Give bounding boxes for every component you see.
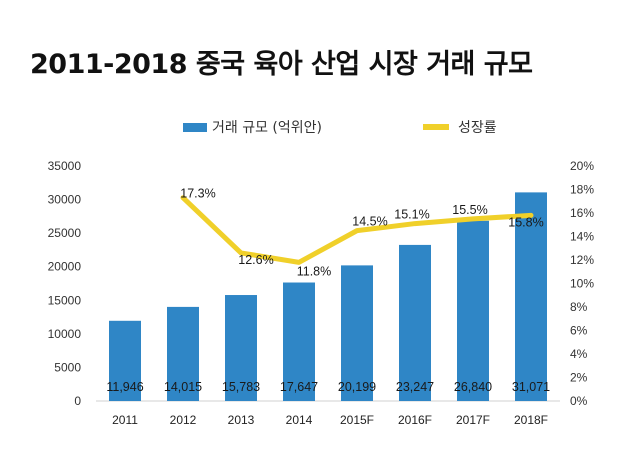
growth-value-label: 15.8% [508, 215, 543, 229]
bar [399, 244, 431, 401]
y2-tick-label: 4% [570, 347, 588, 361]
x-tick-label: 2014 [286, 413, 313, 427]
legend-label-growth: 성장률 [458, 120, 497, 136]
y-tick-label: 25000 [48, 226, 82, 240]
bar [341, 265, 373, 401]
y-tick-label: 20000 [48, 260, 82, 274]
y2-tick-label: 20% [570, 159, 594, 173]
y-tick-label: 15000 [48, 293, 82, 307]
growth-value-label: 17.3% [180, 187, 215, 201]
bar [283, 282, 315, 401]
y2-tick-label: 18% [570, 183, 594, 197]
y2-tick-label: 10% [570, 277, 594, 291]
growth-value-label: 12.6% [238, 253, 273, 267]
bar-value-label: 17,647 [280, 380, 318, 394]
bar-value-label: 15,783 [222, 380, 260, 394]
bar-value-label: 31,071 [512, 380, 550, 394]
bar-value-label: 11,946 [106, 380, 143, 394]
bar [109, 320, 141, 401]
y2-tick-label: 6% [570, 324, 588, 338]
bar [167, 306, 199, 401]
growth-value-label: 11.8% [297, 264, 332, 278]
y2-tick-label: 14% [570, 230, 594, 244]
y2-tick-label: 16% [570, 206, 594, 220]
x-tick-label: 2012 [170, 413, 197, 427]
x-tick-label: 2018F [514, 413, 548, 427]
growth-value-label: 15.1% [394, 208, 429, 222]
growth-value-label: 14.5% [352, 215, 387, 229]
bar [457, 220, 489, 401]
y-tick-label: 35000 [48, 159, 82, 173]
y-tick-label: 5000 [54, 360, 81, 374]
x-tick-label: 2011 [112, 413, 138, 427]
bars [109, 192, 547, 401]
bar [225, 295, 257, 401]
y2-tick-label: 0% [570, 394, 588, 408]
y2-tick-label: 12% [570, 253, 594, 267]
y-tick-label: 10000 [48, 327, 82, 341]
y2-tick-label: 8% [570, 300, 588, 314]
y-tick-label: 0 [74, 394, 81, 408]
legend-swatch-growth [423, 124, 449, 130]
legend-swatch-volume [183, 123, 207, 132]
x-tick-label: 2015F [340, 413, 374, 427]
data-labels: 11,946 14,015 15,783 17,647 20,199 23,247 26,8… [106, 187, 550, 394]
bar-value-label: 26,840 [454, 380, 492, 394]
bar-value-label: 20,199 [338, 380, 376, 394]
x-tick-label: 2016F [398, 413, 432, 427]
bar-value-label: 14,015 [164, 380, 202, 394]
x-tick-label: 2017F [456, 413, 490, 427]
legend-label-volume: 거래 규모 (억위안) [212, 120, 322, 136]
y2-tick-label: 2% [570, 371, 588, 385]
axes: 0 5000 10000 15000 20000 25000 30000 35000 0% 2% 4… [48, 159, 595, 427]
bar [515, 192, 547, 401]
x-tick-label: 2013 [228, 413, 255, 427]
growth-value-label: 15.5% [452, 203, 487, 217]
growth-line [180, 195, 534, 265]
y-tick-label: 30000 [48, 193, 82, 207]
bar-value-label: 23,247 [396, 380, 434, 394]
chart-title: 2011-2018 중국 육아 산업 시장 거래 규모 [30, 49, 533, 80]
legend: 거래 규모 (억위안) 성장률 [183, 120, 497, 136]
